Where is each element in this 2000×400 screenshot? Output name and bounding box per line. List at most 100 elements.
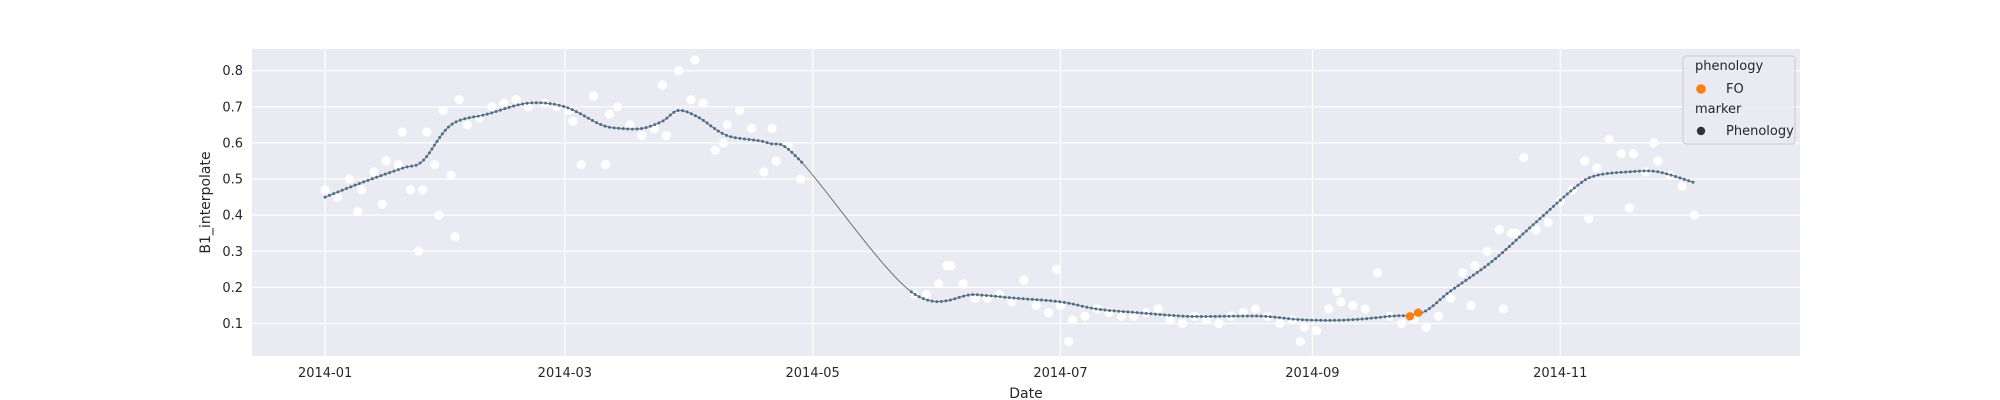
interpolated-point (926, 298, 930, 302)
interpolated-point (1497, 254, 1501, 258)
legend-phenology-marker (1696, 126, 1706, 136)
interpolated-point (1277, 316, 1281, 320)
interpolated-point (1605, 171, 1609, 175)
observation-point (747, 123, 757, 134)
interpolated-point (1624, 170, 1628, 174)
interpolated-point (1232, 314, 1236, 318)
interpolated-point (1601, 172, 1605, 176)
interpolated-point (1442, 295, 1446, 299)
interpolated-point (689, 112, 693, 116)
observation-point (1153, 304, 1163, 314)
observation-point (1068, 315, 1078, 325)
interpolated-point (1365, 317, 1369, 321)
observation-point (1360, 304, 1370, 314)
interpolated-point (490, 111, 494, 115)
interpolated-point (621, 127, 625, 131)
interpolated-point (1076, 303, 1080, 307)
interpolated-point (1012, 296, 1016, 300)
interpolated-point (1236, 314, 1240, 318)
interpolated-point (1360, 317, 1364, 321)
interpolated-point (599, 123, 603, 127)
interpolated-point (756, 139, 760, 143)
observation-point (1584, 214, 1594, 224)
interpolated-point (1548, 207, 1552, 211)
interpolated-point (1250, 314, 1254, 318)
observation-point (767, 123, 777, 134)
observation-point (1165, 315, 1175, 325)
interpolated-point (375, 175, 379, 179)
interpolated-point (370, 177, 374, 181)
interpolated-point (463, 117, 467, 121)
interpolated-point (1449, 289, 1453, 293)
interpolated-point (1080, 304, 1084, 308)
interpolated-point (379, 174, 383, 178)
observation-point (759, 167, 769, 177)
interpolated-point (1227, 314, 1231, 318)
interpolated-point (1039, 298, 1043, 302)
interpolated-point (738, 136, 742, 140)
y-tick-label: 0.3 (222, 245, 243, 260)
observation-point (1332, 286, 1342, 296)
interpolated-point (796, 157, 800, 161)
interpolated-point (1514, 238, 1518, 242)
interpolated-point (1524, 229, 1528, 233)
interpolated-point (458, 118, 462, 122)
interpolated-point (1562, 195, 1566, 199)
interpolated-point (357, 182, 361, 186)
observation-point (710, 145, 720, 155)
interpolated-point (724, 133, 728, 137)
interpolated-point (1518, 235, 1522, 239)
interpolated-point (661, 119, 665, 123)
interpolated-point (525, 101, 529, 105)
interpolated-point (454, 120, 458, 124)
interpolated-point (800, 160, 804, 164)
observation-point (1433, 311, 1443, 321)
legend-fo-marker (1696, 84, 1706, 94)
interpolated-point (1528, 226, 1532, 230)
interpolated-point (701, 118, 705, 122)
interpolated-point (401, 166, 405, 170)
interpolated-point (657, 121, 661, 125)
observation-point (686, 94, 696, 105)
interpolated-point (1291, 317, 1295, 321)
interpolated-point (427, 151, 431, 155)
observation-point (1051, 264, 1062, 274)
interpolated-point (1555, 201, 1559, 205)
interpolated-point (1346, 318, 1350, 322)
interpolated-point (1541, 214, 1545, 218)
interpolated-point (476, 114, 480, 118)
interpolated-point (921, 297, 925, 301)
interpolated-point (544, 101, 548, 105)
interpolated-point (1660, 171, 1664, 175)
interpolated-point (432, 143, 436, 147)
interpolated-point (681, 109, 685, 113)
interpolated-point (935, 300, 939, 304)
interpolated-point (1144, 311, 1148, 315)
interpolated-point (1153, 312, 1157, 316)
observation-point (430, 159, 440, 170)
observation-point (1616, 149, 1626, 159)
interpolated-point (607, 125, 611, 129)
x-tick-label: 2014-03 (538, 366, 592, 381)
interpolated-points (323, 101, 1695, 322)
interpolated-point (362, 180, 366, 184)
interpolated-point (1580, 180, 1584, 184)
legend-title-phenology: phenology (1695, 59, 1763, 74)
interpolated-point (1218, 314, 1222, 318)
interpolated-point (392, 169, 396, 173)
interpolated-point (1435, 301, 1439, 305)
interpolated-point (1651, 169, 1655, 173)
interpolated-point (595, 121, 599, 125)
interpolated-point (783, 145, 787, 149)
observation-point (422, 127, 432, 137)
interpolated-point (774, 142, 778, 146)
interpolated-point (1300, 318, 1304, 322)
interpolated-point (1678, 176, 1682, 180)
interpolated-point (1089, 306, 1093, 310)
interpolated-point (1642, 169, 1646, 173)
observation-point (1624, 203, 1634, 213)
interpolated-point (1305, 318, 1309, 322)
interpolated-point (1296, 317, 1300, 321)
interpolated-point (1452, 286, 1456, 290)
interpolated-point (1190, 314, 1194, 318)
